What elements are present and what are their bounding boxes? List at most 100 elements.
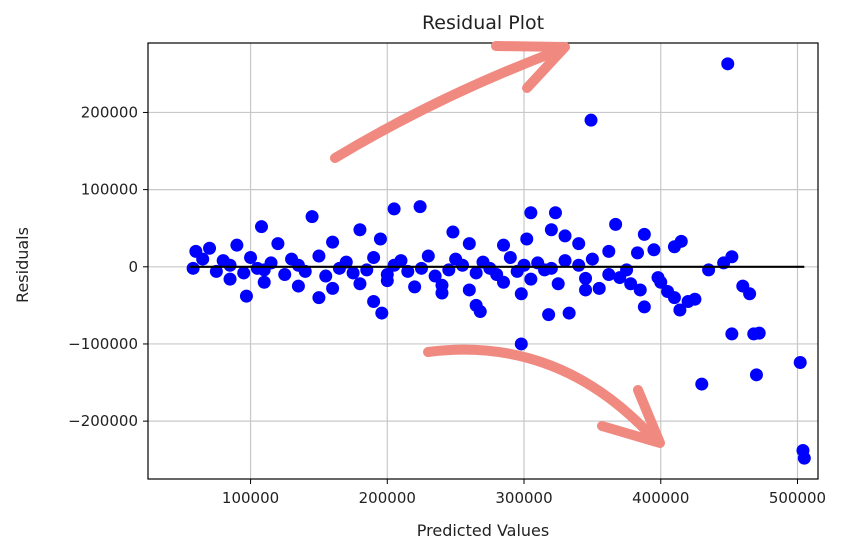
scatter-point <box>558 254 572 268</box>
scatter-point <box>514 337 528 351</box>
scatter-point <box>305 210 319 224</box>
scatter-point <box>367 251 381 265</box>
x-tick-label: 200000 <box>359 489 416 507</box>
scatter-point <box>579 271 593 285</box>
scatter-point <box>326 281 340 295</box>
scatter-point <box>278 268 292 282</box>
scatter-point <box>254 220 268 234</box>
scatter-point <box>346 266 360 280</box>
scatter-point <box>503 251 517 265</box>
scatter-point <box>483 261 497 275</box>
scatter-point <box>497 238 511 252</box>
scatter-point <box>579 283 593 297</box>
x-axis-ticks: 100000 200000 300000 400000 500000 <box>222 479 826 507</box>
scatter-point <box>462 283 476 297</box>
scatter-point <box>520 232 534 246</box>
scatter-point <box>186 261 200 275</box>
scatter-point <box>688 292 702 306</box>
y-axis-ticks: 200000 100000 0 −100000 −200000 <box>68 103 148 430</box>
scatter-point <box>695 377 709 391</box>
scatter-point <box>497 275 511 289</box>
y-tick-label: 100000 <box>81 181 138 199</box>
scatter-point <box>633 283 647 297</box>
scatter-point <box>752 326 766 340</box>
scatter-point <box>562 306 576 320</box>
scatter-point <box>602 268 616 282</box>
scatter-point <box>360 263 374 277</box>
scatter-point <box>291 258 305 272</box>
upward-arrow-annotation <box>330 41 570 163</box>
y-axis-label: Residuals <box>13 227 32 303</box>
scatter-point <box>667 291 681 305</box>
scatter-point <box>387 258 401 272</box>
scatter-point <box>609 217 623 231</box>
scatter-points <box>186 57 811 465</box>
scatter-point <box>514 287 528 301</box>
scatter-point <box>624 277 638 291</box>
scatter-point <box>517 258 531 272</box>
scatter-point <box>326 235 340 249</box>
x-tick-label: 100000 <box>222 489 279 507</box>
scatter-point <box>250 261 264 275</box>
scatter-point <box>592 281 606 295</box>
x-tick-label: 300000 <box>495 489 552 507</box>
scatter-point <box>654 275 668 289</box>
scatter-point <box>196 252 210 266</box>
scatter-point <box>524 206 538 220</box>
scatter-point <box>473 305 487 319</box>
scatter-point <box>223 272 237 286</box>
scatter-point <box>585 252 599 266</box>
scatter-point <box>237 266 251 280</box>
scatter-point <box>319 269 333 283</box>
scatter-point <box>572 237 586 251</box>
scatter-point <box>749 368 763 382</box>
downward-arrow-annotation <box>423 344 665 448</box>
scatter-point <box>548 206 562 220</box>
scatter-point <box>673 303 687 317</box>
scatter-point <box>631 246 645 260</box>
scatter-point <box>544 223 558 237</box>
scatter-point <box>725 327 739 341</box>
scatter-point <box>572 258 586 272</box>
y-tick-label: −200000 <box>68 412 138 430</box>
scatter-point <box>312 249 326 263</box>
scatter-point <box>542 308 556 322</box>
scatter-point <box>401 264 415 278</box>
scatter-point <box>367 295 381 309</box>
scatter-point <box>797 451 811 465</box>
scatter-point <box>584 113 598 127</box>
scatter-point <box>469 266 483 280</box>
scatter-point <box>271 237 285 251</box>
scatter-point <box>702 263 716 277</box>
scatter-point <box>387 202 401 216</box>
grid-lines <box>148 43 818 479</box>
plot-frame <box>147 42 819 480</box>
scatter-point <box>455 258 469 272</box>
scatter-point <box>442 263 456 277</box>
scatter-point <box>551 277 565 291</box>
scatter-point <box>209 264 223 278</box>
scatter-point <box>602 244 616 258</box>
scatter-point <box>413 200 427 214</box>
x-tick-label: 500000 <box>769 489 826 507</box>
scatter-point <box>524 272 538 286</box>
scatter-point <box>380 274 394 288</box>
scatter-point <box>291 279 305 293</box>
scatter-point <box>375 306 389 320</box>
scatter-point <box>428 269 442 283</box>
scatter-point <box>462 237 476 251</box>
scatter-point <box>223 258 237 272</box>
scatter-point <box>373 232 387 246</box>
scatter-point <box>544 261 558 275</box>
scatter-point <box>647 243 661 257</box>
chart-title: Residual Plot <box>422 12 544 34</box>
scatter-point <box>353 277 367 291</box>
scatter-point <box>312 291 326 305</box>
scatter-point <box>239 289 253 303</box>
scatter-point <box>793 355 807 369</box>
scatter-point <box>257 275 271 289</box>
x-axis-label: Predicted Values <box>417 521 549 540</box>
y-tick-label: −100000 <box>68 335 138 353</box>
scatter-point <box>203 241 217 255</box>
